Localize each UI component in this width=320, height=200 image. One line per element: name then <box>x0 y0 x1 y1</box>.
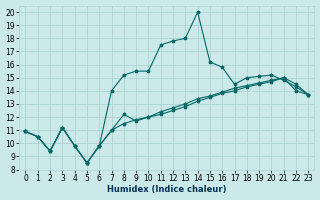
X-axis label: Humidex (Indice chaleur): Humidex (Indice chaleur) <box>107 185 227 194</box>
